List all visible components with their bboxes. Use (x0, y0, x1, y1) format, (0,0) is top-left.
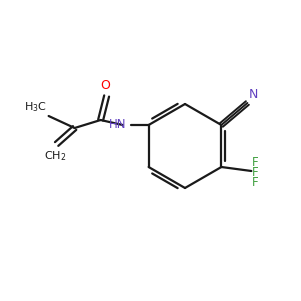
Text: CH$_2$: CH$_2$ (45, 149, 67, 163)
Text: F: F (252, 156, 259, 169)
Text: N: N (248, 88, 258, 101)
Text: F: F (252, 166, 259, 178)
Text: H$_3$C: H$_3$C (24, 100, 47, 114)
Text: O: O (101, 79, 110, 92)
Text: F: F (252, 176, 259, 190)
Text: HN: HN (109, 119, 127, 132)
